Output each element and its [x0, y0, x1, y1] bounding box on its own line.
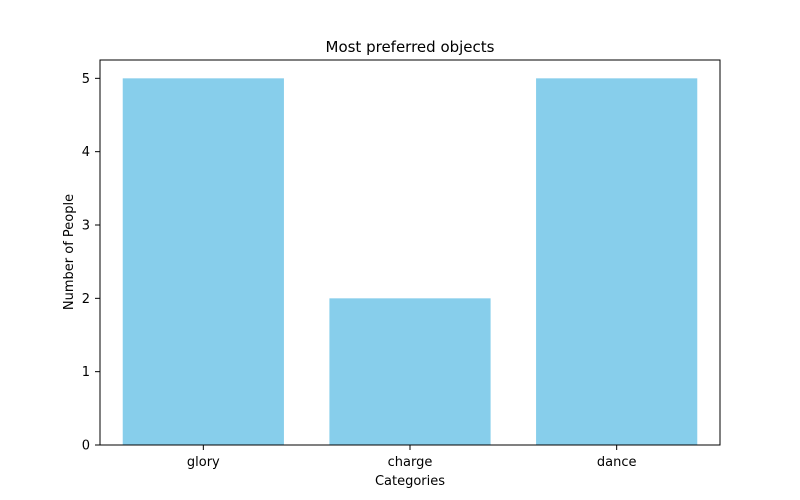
bar-charge [329, 298, 491, 445]
bars-group [122, 78, 698, 445]
x-axis: glory charge dance [187, 445, 637, 470]
plot-frame [99, 59, 721, 446]
chart-title: Most preferred objects [326, 38, 495, 56]
bar-dance [536, 78, 698, 445]
y-tick-label: 1 [82, 365, 90, 380]
y-axis: 0 1 2 3 4 5 [82, 72, 100, 454]
bar-glory [122, 78, 284, 445]
x-tick-label: dance [597, 455, 637, 470]
y-tick-label: 2 [82, 292, 90, 307]
y-axis-label: Number of People [62, 194, 77, 310]
y-tick-label: 5 [82, 72, 90, 87]
y-tick-label: 0 [82, 439, 90, 454]
x-tick-label: charge [388, 455, 433, 470]
x-axis-label: Categories [375, 474, 445, 489]
y-tick-label: 4 [82, 145, 90, 160]
y-tick-label: 3 [82, 219, 90, 234]
x-tick-label: glory [187, 455, 220, 470]
